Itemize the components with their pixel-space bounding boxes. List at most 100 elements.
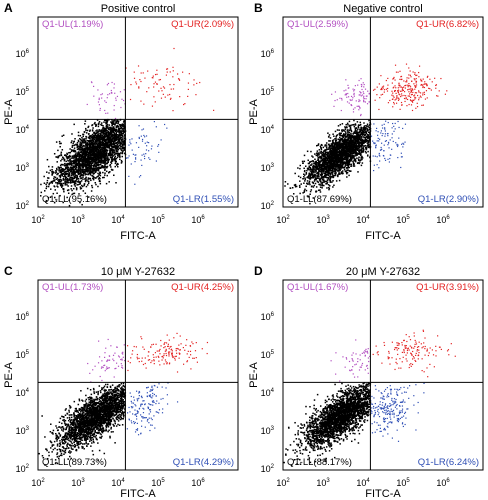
event-point-ll (73, 159, 75, 161)
event-point-ll (355, 127, 358, 129)
event-point-ll (75, 169, 78, 171)
event-point-ll (70, 163, 72, 165)
event-point-ll (368, 137, 370, 140)
event-point-ll (43, 175, 45, 178)
event-point-ll (119, 145, 122, 147)
event-point-ll (102, 161, 105, 163)
event-point-ll (84, 120, 87, 122)
event-point-ll (84, 127, 87, 130)
event-point-ll (100, 122, 103, 124)
event-point-ll (103, 126, 105, 129)
event-point-ll (321, 178, 324, 181)
event-point-ll (79, 188, 82, 190)
event-point-ll (323, 167, 325, 170)
event-point-ll (72, 150, 75, 153)
event-point-ll (90, 141, 92, 143)
event-point-ll (99, 156, 101, 158)
event-point-ll (101, 159, 104, 162)
event-point-ll (119, 141, 121, 143)
event-point-ll (315, 164, 318, 167)
event-point-ll (103, 139, 105, 141)
event-point-ll (328, 134, 331, 136)
event-point-ll (354, 143, 356, 145)
event-point-ll (314, 153, 316, 155)
event-point-ll (318, 183, 321, 186)
event-point-ll (106, 127, 108, 129)
event-point-ll (61, 135, 63, 137)
event-point-ll (319, 157, 321, 159)
event-point-ll (287, 183, 289, 185)
event-point-ll (344, 128, 346, 131)
event-point-ll (98, 120, 101, 123)
event-point-ll (106, 166, 108, 169)
event-point-ll (51, 172, 54, 175)
event-point-ll (75, 171, 78, 173)
event-point-ll (304, 188, 306, 191)
event-point-ll (65, 166, 67, 169)
event-point-ll (103, 153, 106, 155)
event-point-ll (328, 135, 330, 138)
event-point-ll (326, 169, 328, 172)
event-point-ll (336, 134, 339, 136)
event-point-ll (346, 160, 349, 162)
event-point-ll (69, 166, 72, 168)
event-point-lr (135, 158, 137, 160)
event-point-ll (360, 151, 363, 154)
event-point-ll (117, 129, 120, 131)
event-point-ll (356, 138, 359, 140)
event-point-ll (305, 171, 308, 174)
event-point-ll (361, 145, 363, 147)
event-point-ll (91, 146, 93, 148)
event-point-ll (328, 156, 330, 159)
event-point-ll (104, 167, 106, 169)
event-point-ll (350, 132, 352, 135)
event-point-ll (354, 137, 357, 139)
event-point-ll (104, 119, 107, 122)
event-point-ll (66, 178, 69, 181)
event-point-ll (68, 179, 70, 181)
event-point-ll (109, 137, 111, 140)
event-point-ll (101, 124, 103, 126)
event-point-ll (108, 133, 110, 135)
event-point-ll (47, 177, 50, 179)
event-point-ll (70, 150, 73, 153)
event-point-ll (113, 140, 116, 142)
event-point-ll (60, 179, 63, 182)
event-point-ll (75, 166, 78, 169)
event-point-ll (361, 158, 363, 161)
event-point-ll (344, 126, 346, 128)
event-point-ll (91, 141, 94, 143)
event-point-ll (77, 131, 80, 134)
event-point-ll (124, 149, 126, 151)
event-point-ll (106, 146, 109, 149)
event-point-ll (114, 155, 117, 158)
event-point-ur (170, 88, 172, 90)
event-point-lr (134, 160, 136, 163)
event-point-ll (75, 164, 77, 166)
event-point-ll (325, 176, 328, 179)
event-point-ll (74, 165, 76, 168)
event-point-ll (343, 153, 346, 155)
event-point-ll (115, 149, 118, 152)
event-point-ur (178, 78, 180, 80)
event-point-ll (85, 152, 87, 154)
event-point-ll (321, 183, 323, 185)
event-point-ll (320, 148, 323, 151)
event-point-ll (116, 138, 118, 140)
event-point-ll (354, 148, 357, 150)
event-point-ll (103, 160, 105, 162)
event-point-ur (172, 110, 174, 112)
event-point-ll (90, 136, 93, 139)
event-point-ll (116, 145, 118, 147)
event-point-ll (364, 144, 366, 147)
event-point-ll (108, 152, 111, 154)
event-point-ll (101, 136, 103, 139)
event-point-ll (104, 155, 106, 158)
event-point-ll (319, 160, 321, 163)
event-point-ll (112, 146, 114, 149)
event-point-ll (77, 159, 79, 161)
event-point-ll (309, 193, 311, 195)
event-point-ur (158, 90, 160, 92)
event-point-ll (113, 132, 115, 134)
event-point-ll (61, 156, 64, 158)
